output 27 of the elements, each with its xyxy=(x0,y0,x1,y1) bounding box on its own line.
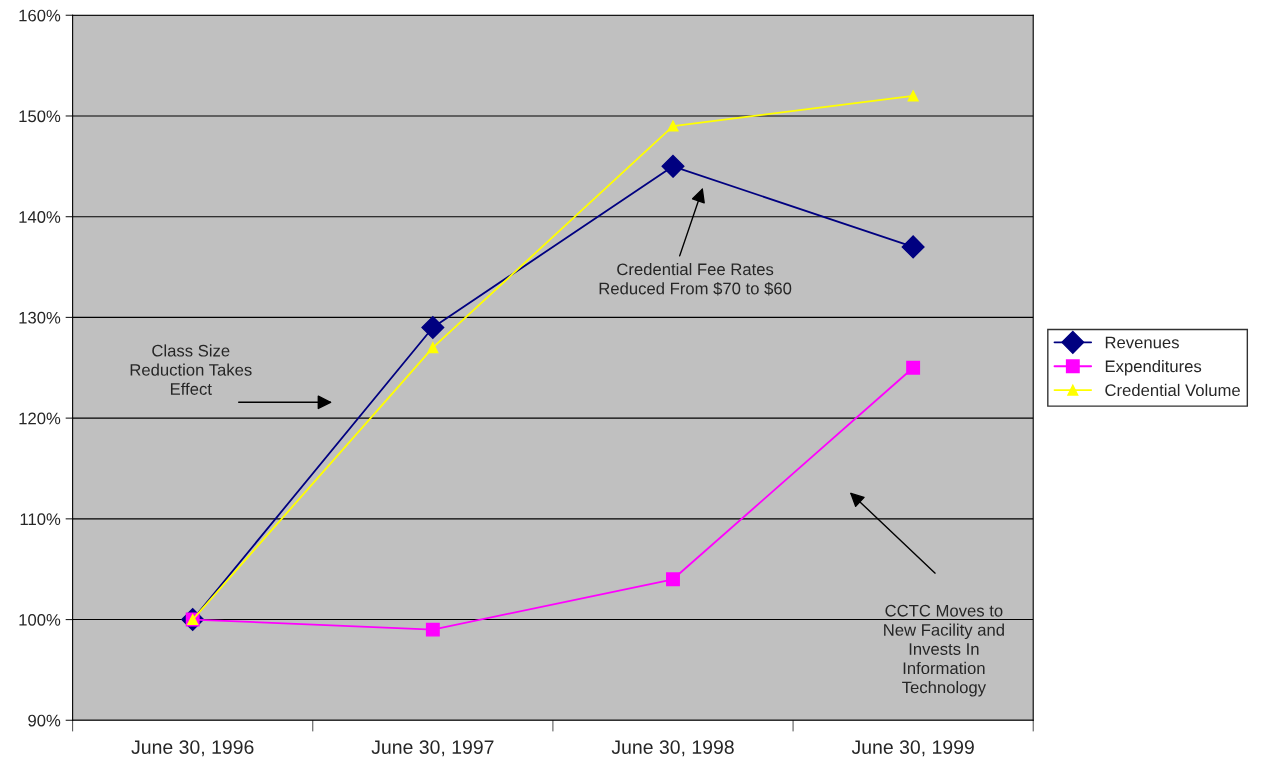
point xyxy=(901,235,925,259)
annotation: Credential Fee Rates Reduced From $70 to $60 xyxy=(599,263,792,296)
x-tick-label: June 30, 1999 xyxy=(851,740,974,757)
x-tick-label: June 30, 1997 xyxy=(371,740,494,757)
point xyxy=(661,154,685,178)
y-tick-label: 110% xyxy=(20,513,61,526)
legend-label: Revenues xyxy=(1105,336,1179,349)
y-tick-label: 140% xyxy=(19,211,61,223)
legend-label: Credential Volume xyxy=(1105,383,1240,397)
point xyxy=(666,572,680,587)
point xyxy=(906,360,921,375)
x-tick-label: June 30, 1996 xyxy=(131,740,254,757)
y-tick-label: 150% xyxy=(19,110,61,123)
y-tick-label: 160% xyxy=(19,9,61,22)
annotation: CCTC Moves to New Facility and Invests In Information Technology xyxy=(884,604,1004,697)
point xyxy=(421,315,445,339)
point xyxy=(425,622,440,637)
y-tick-label: 100% xyxy=(19,613,61,626)
y-tick-label: 120% xyxy=(19,412,61,425)
point xyxy=(427,342,439,354)
point xyxy=(907,90,919,102)
y-tick-label: 130% xyxy=(19,311,61,324)
annotation: Class Size Reduction Takes Effect xyxy=(130,344,252,395)
legend-label: Expenditures xyxy=(1105,360,1202,376)
point xyxy=(667,120,679,132)
y-tick-label: 90% xyxy=(28,714,61,727)
x-tick-label: June 30, 1998 xyxy=(611,740,734,757)
